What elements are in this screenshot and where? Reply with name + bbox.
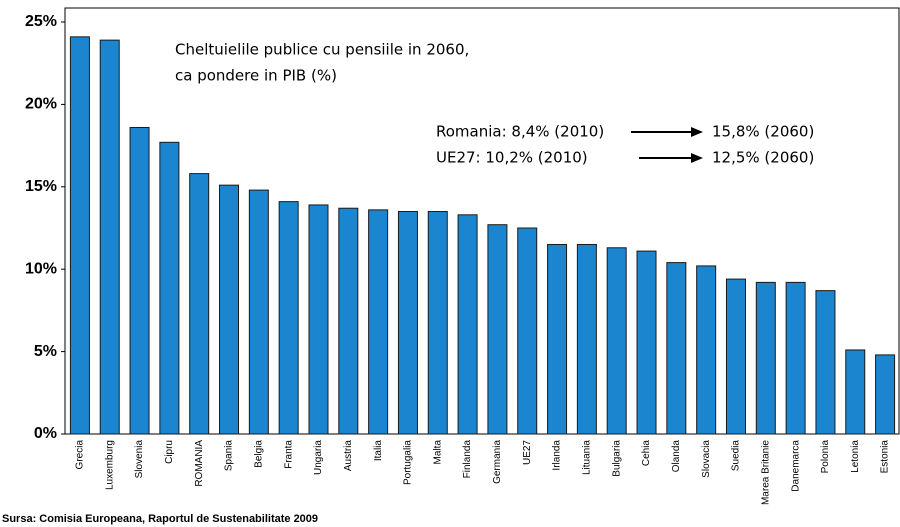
x-tick-label: Olanda — [671, 440, 682, 473]
chart-title: ca pondere in PIB (%) — [175, 67, 337, 85]
x-tick-label: Austria — [343, 440, 354, 472]
x-tick-label: Finlanda — [462, 440, 473, 479]
y-tick-label: 20% — [25, 96, 57, 113]
bar — [248, 189, 269, 435]
bar — [69, 36, 90, 435]
x-tick-label: Polonia — [820, 440, 831, 474]
annotation: 15,8% (2060) — [712, 123, 814, 141]
bar — [636, 250, 657, 435]
x-tick-label: Danemarca — [790, 440, 801, 492]
annotation: 12,5% (2060) — [712, 149, 814, 167]
x-tick-label: Grecia — [75, 440, 86, 470]
bar — [219, 184, 240, 435]
x-tick-label: Slovacia — [701, 440, 712, 478]
x-tick-label: Cehia — [641, 440, 652, 467]
bar — [696, 265, 717, 435]
y-tick-label: 5% — [34, 343, 57, 360]
x-tick-label: Suedia — [731, 440, 742, 472]
chart-title: Cheltuielile publice cu pensiile in 2060… — [175, 41, 469, 59]
bar — [278, 201, 299, 435]
bar — [725, 278, 746, 435]
x-tick-label: Ungaria — [313, 440, 324, 475]
x-tick-label: Luxemburg — [104, 440, 115, 490]
bar — [815, 290, 836, 435]
bar — [755, 281, 776, 435]
bar — [785, 281, 806, 435]
bar — [576, 243, 597, 435]
x-tick-label: Irlanda — [552, 440, 563, 471]
bar — [159, 141, 180, 435]
x-tick-label: Cipru — [164, 440, 175, 464]
x-tick-label: Malta — [432, 440, 443, 465]
bar — [517, 227, 538, 435]
annotation: Romania: 8,4% (2010) — [436, 123, 604, 141]
bar — [99, 39, 120, 435]
y-tick-label: 10% — [25, 260, 57, 277]
bar — [845, 349, 866, 435]
y-tick-label: 25% — [25, 13, 57, 30]
bar — [427, 211, 448, 435]
x-tick-label: Italia — [373, 440, 384, 462]
annotation: UE27: 10,2% (2010) — [436, 149, 588, 167]
x-tick-label: Germania — [492, 440, 503, 484]
arrows — [631, 127, 703, 163]
x-tick-label: Belgia — [253, 440, 264, 468]
x-tick-label: Spania — [224, 440, 235, 472]
bar — [129, 126, 150, 435]
y-tick-label: 15% — [25, 178, 57, 195]
bar — [189, 173, 210, 435]
x-tick-label: UE27 — [522, 440, 533, 465]
x-tick-label: Slovenia — [134, 440, 145, 479]
y-tick-label: 0% — [34, 425, 57, 442]
bar — [606, 247, 627, 435]
x-tick-label: Marea Britanie — [760, 440, 771, 505]
source-note: Sursa: Comisia Europeana, Raportul de Su… — [2, 513, 318, 525]
x-tick-label: Bulgaria — [611, 440, 622, 477]
bar — [666, 262, 687, 435]
bar — [457, 214, 478, 435]
x-tick-label: Portugalia — [403, 440, 414, 485]
x-tick-label: ROMANIA — [194, 440, 205, 487]
bar — [308, 204, 329, 435]
bar — [547, 243, 568, 435]
x-tick-label: Lituania — [582, 440, 593, 475]
x-tick-label: Estonia — [880, 440, 891, 474]
bar — [397, 211, 418, 435]
bar — [338, 207, 359, 435]
bar — [875, 354, 896, 435]
bar — [487, 224, 508, 435]
bar — [368, 209, 389, 435]
x-tick-label: Letonia — [850, 440, 861, 473]
plot-frame — [64, 7, 900, 435]
x-tick-label: Franta — [283, 440, 294, 469]
